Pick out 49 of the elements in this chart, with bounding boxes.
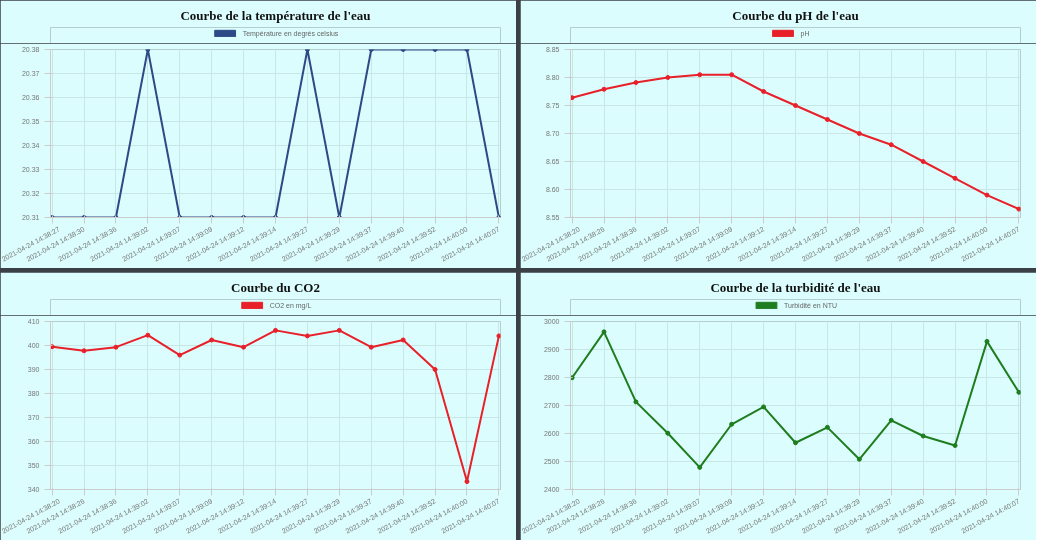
point: [145, 332, 151, 338]
point: [761, 89, 767, 94]
point: [601, 86, 607, 92]
chart-title: Courbe de la turbidité de l'eau: [710, 279, 881, 295]
point: [697, 464, 703, 470]
point: [496, 333, 501, 339]
point: [793, 440, 798, 446]
point: [920, 433, 926, 439]
point: [50, 344, 55, 350]
point: [304, 333, 310, 339]
point: [920, 159, 926, 164]
point: [633, 80, 639, 86]
point: [400, 337, 406, 343]
point: [1016, 389, 1021, 395]
point: [464, 479, 470, 485]
point: [209, 337, 215, 343]
point: [601, 329, 607, 335]
point: [888, 142, 894, 148]
point: [665, 75, 671, 80]
point: [177, 352, 183, 358]
point: [336, 327, 342, 333]
chart-title: Courbe du pH de l'eau: [732, 7, 859, 23]
point: [633, 399, 639, 405]
point: [570, 375, 575, 381]
point: [856, 456, 862, 462]
chart-title: Courbe de la température de l'eau: [180, 7, 371, 23]
point: [432, 367, 438, 372]
point: [761, 404, 767, 410]
point: [1016, 206, 1021, 212]
point: [856, 131, 862, 136]
chart-title: Courbe du CO2: [231, 279, 320, 295]
point: [273, 327, 278, 333]
point: [952, 443, 958, 449]
point: [241, 344, 247, 350]
point: [697, 72, 703, 78]
point: [952, 175, 958, 181]
point: [368, 344, 374, 350]
point: [113, 344, 119, 350]
point: [570, 95, 575, 101]
point: [984, 192, 990, 198]
point: [888, 417, 894, 423]
point: [729, 72, 735, 78]
point: [665, 430, 671, 436]
point: [984, 338, 990, 344]
point: [729, 421, 735, 427]
point: [824, 117, 830, 122]
point: [81, 348, 87, 354]
point: [793, 103, 798, 108]
point: [824, 424, 830, 430]
